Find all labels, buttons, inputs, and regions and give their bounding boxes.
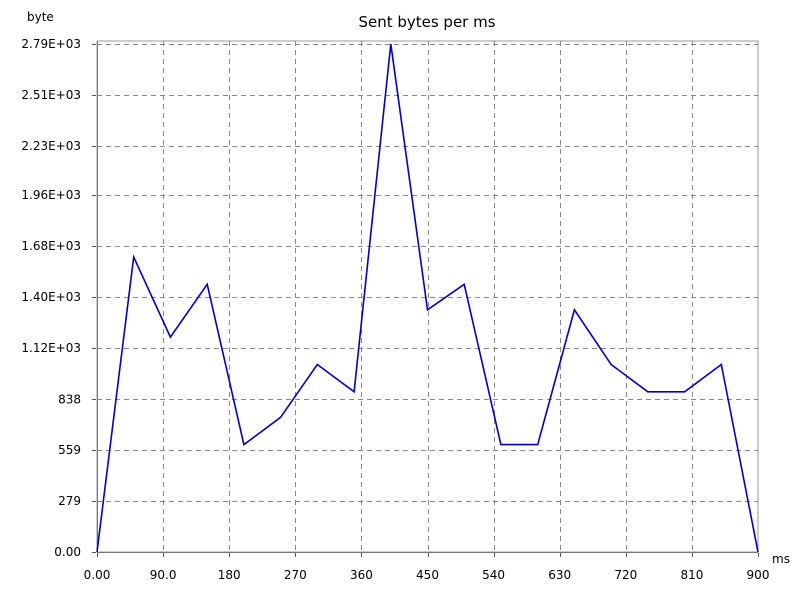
y-tick-label: 2.51E+03 [21,88,81,102]
x-tick-label: 720 [614,568,637,582]
y-tick-label: 1.68E+03 [21,239,81,253]
x-tick-label: 0.00 [84,568,111,582]
x-tick-label: 180 [218,568,241,582]
x-tick-label: 810 [680,568,703,582]
x-tick-label: 900 [747,568,770,582]
x-axis-label: ms [772,552,790,566]
x-tick-label: 360 [350,568,373,582]
y-tick-label: 1.96E+03 [21,188,81,202]
x-tick-label: 270 [284,568,307,582]
y-tick-label: 1.40E+03 [21,290,81,304]
grid-lines [97,41,758,552]
series-layer [96,43,759,553]
chart-title: Sent bytes per ms [358,13,495,31]
x-tick-label: 630 [548,568,571,582]
y-tick-label: 2.23E+03 [21,139,81,153]
x-tick-label: 90.0 [150,568,177,582]
y-tick-label: 2.79E+03 [21,37,81,51]
y-tick-label: 0.00 [54,545,81,559]
y-tick-label: 279 [58,494,81,508]
plot-area [96,40,759,553]
axes: 0.00 90.0 180 270 360 450 540 630 720 810 900 0.00 2… [21,37,769,582]
x-tick-label: 450 [416,568,439,582]
series-line [96,43,759,553]
y-tick-label: 838 [58,392,81,406]
y-axis-label: byte [27,10,54,24]
y-tick-label: 559 [58,443,81,457]
x-tick-label: 540 [482,568,505,582]
y-tick-label: 1.12E+03 [21,341,81,355]
